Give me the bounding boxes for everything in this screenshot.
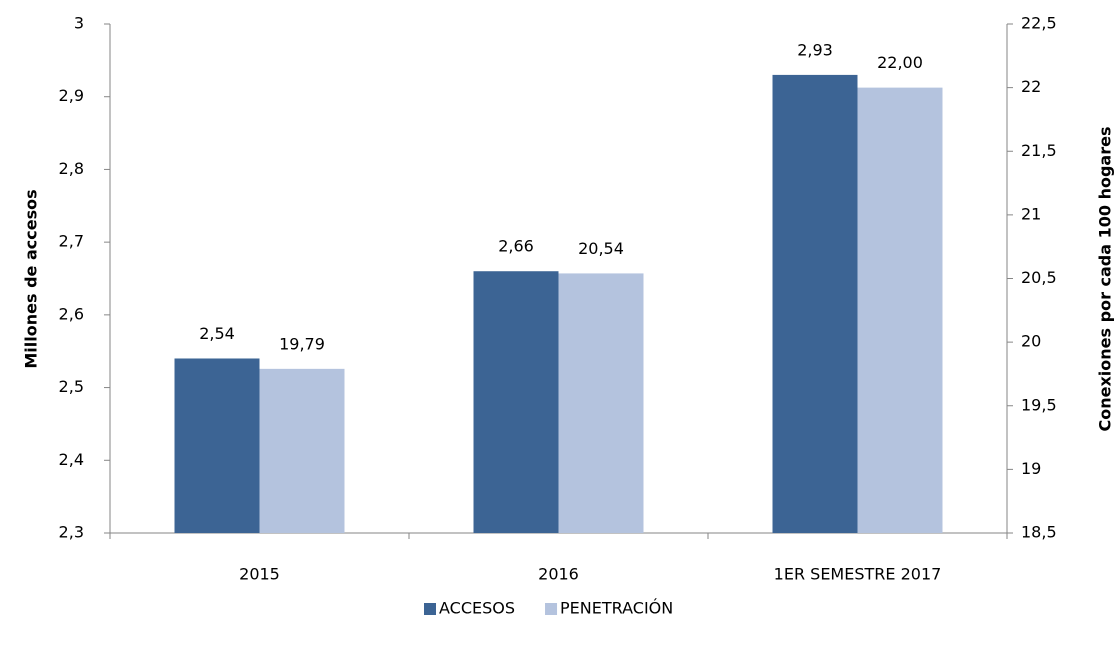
y-tick-label: 2,6	[59, 304, 84, 323]
y2-tick-label: 20,5	[1021, 268, 1057, 287]
y2-axis-title: Conexiones por cada 100 hogares	[1096, 127, 1115, 432]
y-axis-title: Millones de accesos	[22, 189, 41, 368]
y-tick-label: 2,5	[59, 377, 84, 396]
data-label: 2,93	[797, 40, 833, 59]
y2-tick-label: 20	[1021, 332, 1041, 351]
data-label: 2,66	[498, 237, 534, 256]
legend-swatch	[424, 603, 436, 615]
y-tick-label: 2,9	[59, 86, 84, 105]
bar	[174, 358, 260, 533]
y-tick-label: 2,7	[59, 232, 84, 251]
y2-tick-label: 19	[1021, 459, 1041, 478]
bar	[473, 271, 559, 533]
y-tick-label: 2,8	[59, 159, 84, 178]
legend-swatch	[545, 603, 558, 615]
y-tick-label: 2,3	[59, 523, 84, 542]
y-tick-label: 3	[74, 14, 84, 33]
bar	[772, 74, 858, 534]
data-label: 22,00	[877, 53, 923, 72]
y2-tick-label: 21,5	[1021, 141, 1057, 160]
y-tick-label: 2,4	[59, 450, 84, 469]
bar	[857, 87, 943, 533]
legend-label: PENETRACIÓN	[560, 599, 673, 618]
data-label: 20,54	[578, 239, 624, 258]
legend-label: ACCESOS	[439, 599, 515, 618]
y2-tick-label: 22	[1021, 77, 1041, 96]
data-label: 19,79	[279, 334, 325, 353]
y2-tick-label: 22,5	[1021, 14, 1057, 33]
data-label: 2,54	[199, 324, 235, 343]
y2-tick-label: 21	[1021, 204, 1041, 223]
bar	[558, 273, 644, 533]
y2-tick-label: 18,5	[1021, 523, 1057, 542]
y2-tick-label: 19,5	[1021, 395, 1057, 414]
x-tick-label: 1ER SEMESTRE 2017	[774, 565, 942, 584]
bar	[259, 368, 345, 533]
x-tick-label: 2016	[538, 565, 579, 584]
x-tick-label: 2015	[239, 565, 280, 584]
